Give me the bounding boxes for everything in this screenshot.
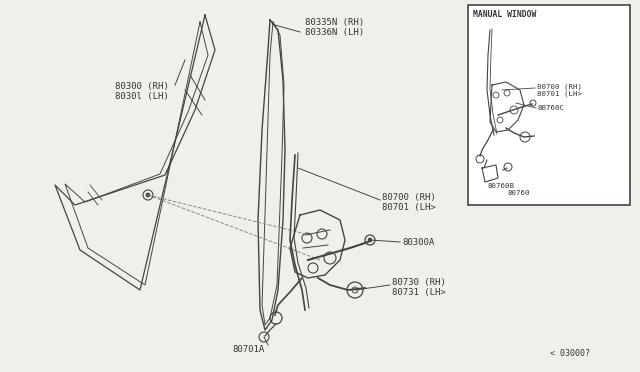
Text: 80700 (RH)
80701 (LH>: 80700 (RH) 80701 (LH> — [537, 83, 582, 97]
Circle shape — [368, 238, 372, 242]
Circle shape — [146, 193, 150, 197]
Text: 80701A: 80701A — [232, 345, 264, 354]
Text: < 03000?: < 03000? — [550, 349, 590, 358]
Text: 80300 (RH)
8030l (LH): 80300 (RH) 8030l (LH) — [115, 82, 169, 102]
Text: 80760: 80760 — [508, 190, 531, 196]
Text: MANUAL WINDOW: MANUAL WINDOW — [473, 10, 536, 19]
Bar — [468, 5, 630, 205]
Text: 80760B: 80760B — [488, 183, 515, 189]
Text: 80335N (RH)
80336N (LH): 80335N (RH) 80336N (LH) — [305, 18, 364, 38]
Text: 80730 (RH)
80731 (LH>: 80730 (RH) 80731 (LH> — [392, 278, 445, 297]
Text: 80700 (RH)
80701 (LH>: 80700 (RH) 80701 (LH> — [382, 193, 436, 212]
Text: 80760C: 80760C — [538, 105, 565, 111]
Text: 80300A: 80300A — [402, 238, 435, 247]
